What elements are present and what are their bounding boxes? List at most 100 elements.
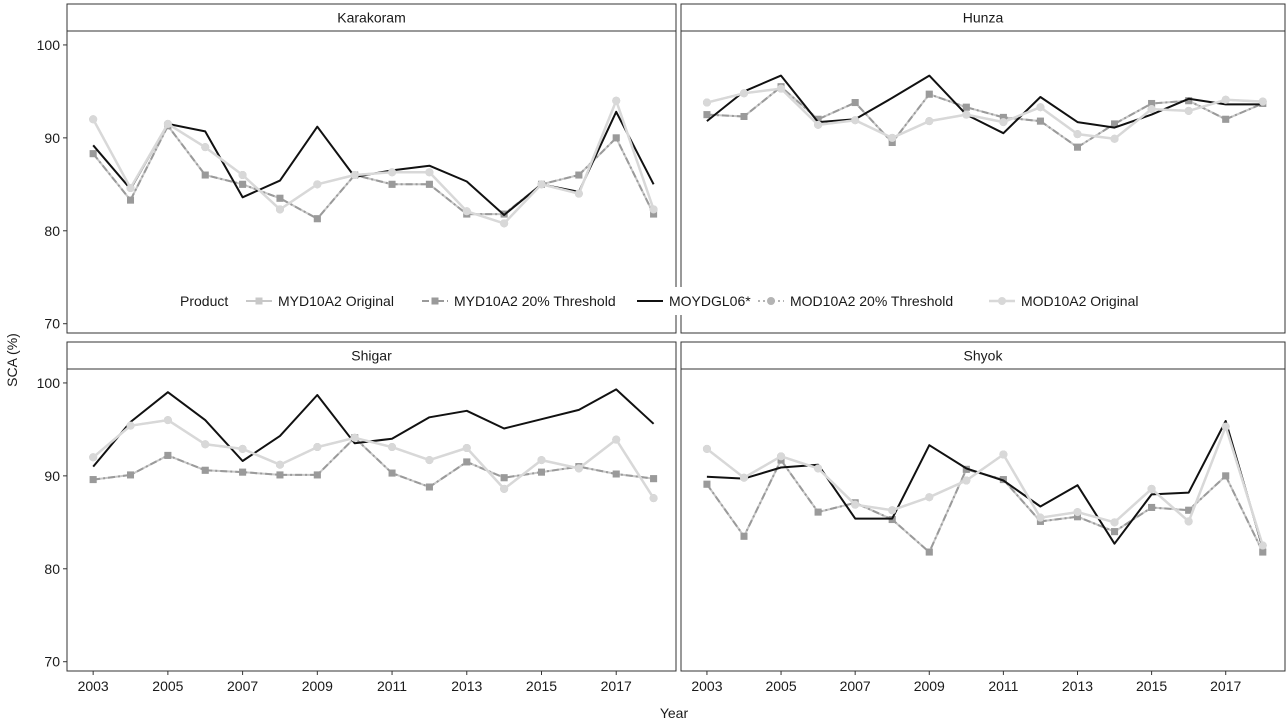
- y-tick-label: 80: [44, 561, 60, 577]
- x-tick-label: 2013: [451, 678, 482, 694]
- point-mod10a2-original: [962, 476, 971, 485]
- y-tick-label: 90: [44, 130, 60, 146]
- point-myd10a2-20-threshold: [1111, 120, 1119, 128]
- point-mod10a2-original: [1036, 513, 1045, 522]
- point-myd10a2-20-threshold: [1036, 117, 1044, 125]
- point-myd10a2-20-threshold: [89, 476, 97, 484]
- y-tick-label: 80: [44, 223, 60, 239]
- point-mod10a2-original: [1110, 134, 1119, 143]
- point-mod10a2-original: [1147, 105, 1156, 114]
- point-mod10a2-original: [500, 484, 509, 493]
- panel-karakoram: Karakoram 70 80 90 100: [37, 3, 677, 334]
- x-tick-label: 2017: [1210, 678, 1241, 694]
- point-mod10a2-original: [612, 96, 621, 105]
- point-myd10a2-20-threshold: [239, 180, 247, 188]
- strip-hunza: [680, 3, 1286, 32]
- legend-label-mod10a2-original: MOD10A2 Original: [1021, 293, 1139, 309]
- x-tick-label: 2003: [78, 678, 109, 694]
- point-mod10a2-original: [999, 118, 1008, 127]
- legend-marker-myd10a2-20-threshold: [431, 297, 439, 305]
- point-myd10a2-20-threshold: [388, 180, 396, 188]
- point-myd10a2-20-threshold: [962, 103, 970, 111]
- series-line-myd10a2-20-threshold: [93, 436, 654, 488]
- point-myd10a2-20-threshold: [888, 139, 896, 147]
- point-mod10a2-original: [1110, 518, 1119, 527]
- point-mod10a2-original: [1184, 517, 1193, 526]
- legend-label-moydgl06: MOYDGL06*: [669, 293, 751, 309]
- point-myd10a2-20-threshold: [740, 532, 748, 540]
- legend-label-mod10a2-20-threshold: MOD10A2 20% Threshold: [790, 293, 953, 309]
- point-myd10a2-20-threshold: [1148, 503, 1156, 511]
- legend-marker-myd10a2-original: [255, 297, 263, 305]
- point-mod10a2-original: [1036, 103, 1045, 112]
- point-mod10a2-original: [201, 440, 210, 449]
- panel-shigar: Shigar 70 80 90 100 2003 2005 2007 2009 2011 2013 2…: [37, 341, 677, 694]
- point-mod10a2-original: [126, 184, 135, 193]
- panel-hunza: Hunza: [680, 3, 1286, 334]
- point-mod10a2-original: [313, 180, 322, 189]
- strip-label-shigar: Shigar: [351, 348, 392, 364]
- point-myd10a2-20-threshold: [1073, 513, 1081, 521]
- y-tick-label: 90: [44, 468, 60, 484]
- point-mod10a2-original: [89, 115, 98, 124]
- x-tick-label: 2009: [302, 678, 333, 694]
- series-line-mod10a2-original: [706, 87, 1263, 141]
- legend-item-myd10a2-original: MYD10A2 Original: [246, 293, 394, 309]
- point-mod10a2-original: [425, 456, 434, 465]
- y-tick-label: 70: [44, 316, 60, 332]
- point-mod10a2-original: [1221, 422, 1230, 431]
- series-line-moydgl06: [706, 420, 1264, 549]
- point-mod10a2-original: [275, 460, 284, 469]
- y-tick-label: 70: [44, 654, 60, 670]
- point-myd10a2-20-threshold: [703, 480, 711, 488]
- series-line-myd10a2-20-threshold: [92, 124, 655, 220]
- point-mod10a2-original: [999, 450, 1008, 459]
- point-myd10a2-20-threshold: [1073, 143, 1081, 151]
- series-line-moydgl06: [92, 388, 655, 468]
- series-line-mod10a2-original: [92, 418, 655, 499]
- point-mod10a2-original: [388, 443, 397, 452]
- point-mod10a2-original: [1073, 130, 1082, 139]
- point-mod10a2-original: [649, 494, 658, 503]
- point-myd10a2-20-threshold: [201, 171, 209, 179]
- x-tick-label: 2007: [227, 678, 258, 694]
- point-mod10a2-original: [275, 205, 284, 214]
- point-mod10a2-original: [1073, 508, 1082, 517]
- legend-label-myd10a2-20-threshold: MYD10A2 20% Threshold: [454, 293, 616, 309]
- point-mod10a2-original: [1258, 97, 1267, 106]
- point-myd10a2-20-threshold: [612, 134, 620, 142]
- point-myd10a2-20-threshold: [425, 483, 433, 491]
- point-myd10a2-20-threshold: [201, 466, 209, 474]
- point-myd10a2-20-threshold: [1259, 548, 1267, 556]
- legend: Product MYD10A2 Original MYD10A2 20% Thres…: [172, 287, 1190, 315]
- x-tick-label: 2011: [988, 678, 1018, 694]
- y-tick-label: 100: [37, 375, 61, 391]
- point-mod10a2-original: [89, 453, 98, 462]
- point-mod10a2-original: [388, 168, 397, 177]
- y-axis-title: SCA (%): [4, 333, 20, 387]
- x-tick-label: 2013: [1062, 678, 1093, 694]
- point-mod10a2-original: [851, 116, 860, 125]
- point-myd10a2-20-threshold: [612, 470, 620, 478]
- point-mod10a2-original: [1258, 541, 1267, 550]
- point-myd10a2-20-threshold: [851, 99, 859, 107]
- point-myd10a2-20-threshold: [575, 171, 583, 179]
- point-mod10a2-original: [612, 435, 621, 444]
- point-mod10a2-original: [462, 207, 471, 216]
- point-mod10a2-original: [201, 143, 210, 152]
- strip-karakoram: [66, 3, 677, 32]
- point-mod10a2-original: [1221, 95, 1230, 104]
- strip-label-hunza: Hunza: [963, 10, 1004, 26]
- strip-shyok: [680, 341, 1286, 370]
- point-mod10a2-original: [925, 493, 934, 502]
- point-mod10a2-original: [925, 117, 934, 126]
- point-mod10a2-original: [500, 219, 509, 228]
- x-tick-label: 2011: [377, 678, 407, 694]
- point-myd10a2-20-threshold: [1111, 528, 1119, 536]
- point-mod10a2-original: [462, 443, 471, 452]
- x-tick-label: 2017: [601, 678, 632, 694]
- legend-item-moydgl06: MOYDGL06*: [637, 293, 751, 309]
- point-mod10a2-original: [851, 500, 860, 509]
- legend-item-mod10a2-20-threshold: MOD10A2 20% Threshold: [758, 293, 953, 309]
